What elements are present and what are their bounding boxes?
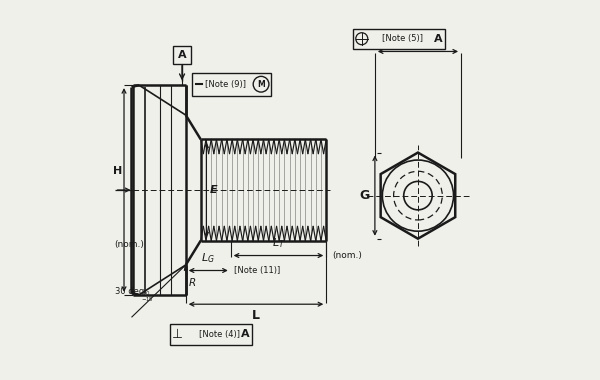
Text: A: A (434, 34, 443, 44)
Text: $^{+0}_{-15}$: $^{+0}_{-15}$ (141, 289, 154, 304)
Text: L: L (252, 309, 260, 322)
FancyBboxPatch shape (353, 28, 445, 49)
FancyBboxPatch shape (173, 46, 191, 64)
Text: H: H (113, 166, 122, 176)
Text: M: M (257, 80, 265, 89)
Text: (nom.): (nom.) (115, 240, 145, 249)
Text: G: G (359, 189, 369, 202)
Text: [Note (9)]: [Note (9)] (205, 80, 245, 89)
FancyBboxPatch shape (170, 324, 253, 345)
Text: $L_T$: $L_T$ (272, 236, 285, 250)
Text: (nom.): (nom.) (332, 251, 362, 260)
Text: $L_G$: $L_G$ (202, 251, 215, 265)
Text: [Note (5)]: [Note (5)] (382, 34, 424, 43)
Text: ⊥: ⊥ (172, 328, 182, 340)
FancyBboxPatch shape (192, 73, 271, 96)
Text: F: F (414, 35, 422, 48)
Text: E: E (210, 185, 218, 195)
Text: [Note (4)]: [Note (4)] (199, 330, 240, 339)
Text: R: R (189, 278, 196, 288)
Text: A: A (178, 50, 187, 60)
Text: A: A (241, 329, 250, 339)
Text: 30 deg.: 30 deg. (115, 287, 146, 296)
Text: [Note (11)]: [Note (11)] (235, 266, 281, 275)
